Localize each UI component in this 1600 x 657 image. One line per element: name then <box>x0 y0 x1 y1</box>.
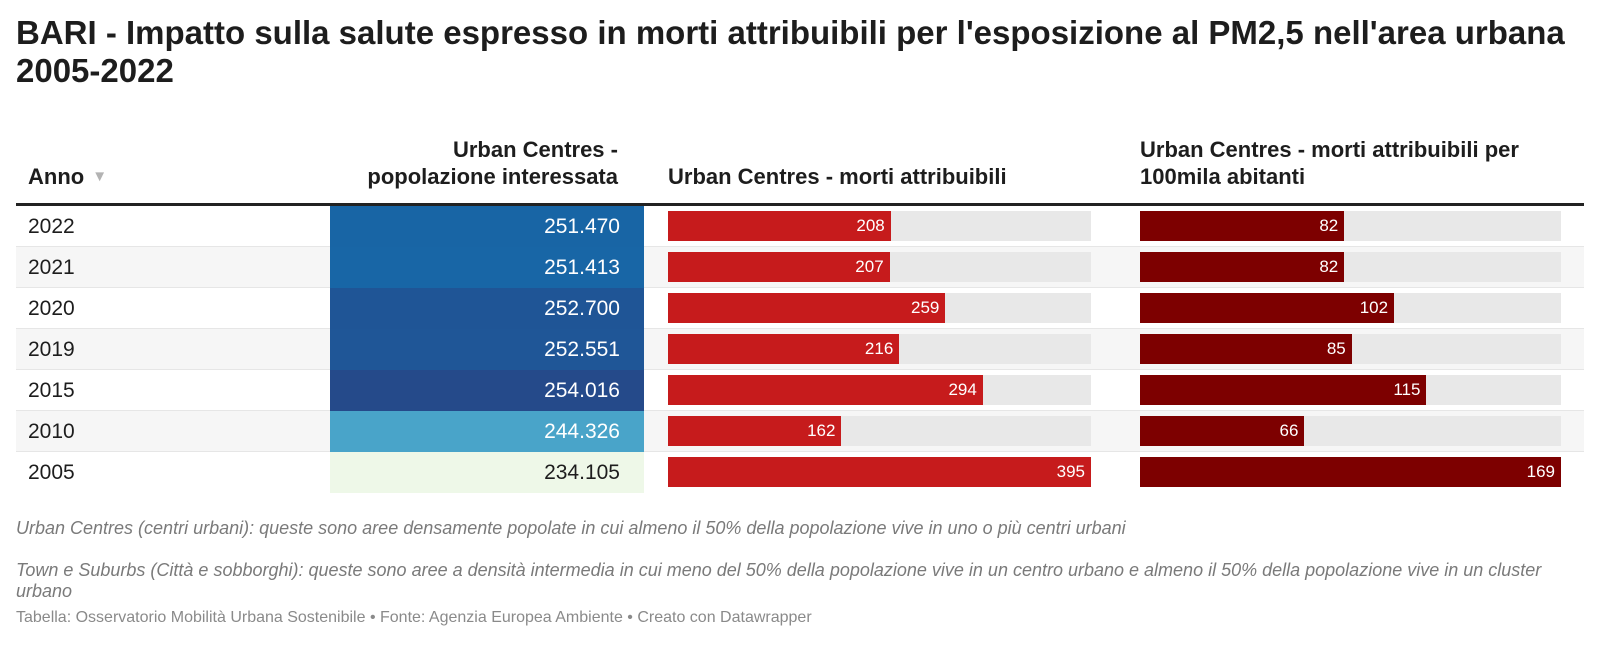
bar-label-morti: 162 <box>807 421 836 440</box>
column-header-morti[interactable]: Urban Centres - morti attribuibili <box>668 164 1007 189</box>
table-row: 2022 251.470 208 82 <box>16 206 1584 247</box>
bar-morti-100k: 82 <box>1140 252 1345 282</box>
note-urban-centres: Urban Centres (centri urbani): queste so… <box>16 518 1126 538</box>
header-divider <box>16 203 1584 206</box>
bar-label-morti: 259 <box>910 298 940 317</box>
column-header-anno[interactable]: Anno ▼ <box>28 163 107 190</box>
table-row: 2021 251.413 207 82 <box>16 247 1584 288</box>
note-town-suburbs: Town e Suburbs (Città e sobborghi): ques… <box>16 560 1542 601</box>
bar-track-morti: 208 <box>668 211 1091 241</box>
bar-morti: 207 <box>668 252 890 282</box>
bar-track-morti-100k: 169 <box>1140 457 1561 487</box>
bar-morti-100k: 102 <box>1140 293 1395 323</box>
table-row: 2020 252.700 259 102 <box>16 288 1584 329</box>
bar-morti: 216 <box>668 334 900 364</box>
cell-popolazione: 244.326 <box>330 411 644 452</box>
bar-track-morti: 207 <box>668 252 1091 282</box>
column-header-anno-label: Anno <box>28 164 85 189</box>
bar-morti: 294 <box>668 375 983 405</box>
bar-track-morti-100k: 85 <box>1140 334 1561 364</box>
bar-track-morti-100k: 102 <box>1140 293 1561 323</box>
bar-label-morti-100k: 82 <box>1319 216 1339 235</box>
cell-anno: 2005 <box>28 461 75 484</box>
bar-morti-100k: 169 <box>1140 457 1561 487</box>
cell-popolazione: 251.413 <box>330 247 644 288</box>
table-row: 2019 252.551 216 85 <box>16 329 1584 370</box>
bar-track-morti-100k: 66 <box>1140 416 1561 446</box>
bar-label-morti: 294 <box>948 380 977 399</box>
table-row: 2015 254.016 294 115 <box>16 370 1584 411</box>
bar-label-morti: 207 <box>855 257 884 276</box>
bar-label-morti: 216 <box>864 339 894 358</box>
bar-morti: 208 <box>668 211 891 241</box>
cell-anno: 2019 <box>28 338 75 361</box>
bar-label-morti-100k: 82 <box>1319 257 1339 276</box>
bar-track-morti: 294 <box>668 375 1091 405</box>
column-header-morti-100k[interactable]: Urban Centres - morti attribuibili per 1… <box>1140 137 1519 189</box>
bar-label-morti-100k: 66 <box>1279 421 1299 440</box>
bar-label-morti-100k: 102 <box>1359 298 1389 317</box>
bar-track-morti-100k: 82 <box>1140 211 1561 241</box>
bar-morti-100k: 115 <box>1140 375 1427 405</box>
bar-track-morti: 216 <box>668 334 1091 364</box>
cell-anno: 2022 <box>28 215 75 238</box>
cell-popolazione: 252.551 <box>330 329 644 370</box>
bar-track-morti: 259 <box>668 293 1091 323</box>
bar-label-morti-100k: 169 <box>1526 462 1555 481</box>
column-header-popolazione[interactable]: Urban Centres - popolazione interessata <box>367 137 618 189</box>
table-row: 2010 244.326 162 66 <box>16 411 1584 452</box>
sort-descending-icon[interactable]: ▼ <box>92 168 108 185</box>
bar-label-morti-100k: 115 <box>1393 380 1421 399</box>
table-row: 2005 234.105 395 169 <box>16 452 1584 493</box>
bar-morti: 259 <box>668 293 946 323</box>
cell-popolazione: 234.105 <box>330 452 644 493</box>
cell-anno: 2010 <box>28 420 75 443</box>
data-table: 2022 251.470 208 82 2021 251.413 207 82 2020 252.… <box>16 206 1584 493</box>
bar-morti-100k: 66 <box>1140 416 1305 446</box>
bar-label-morti: 208 <box>856 216 885 235</box>
cell-popolazione: 252.700 <box>330 288 644 329</box>
footer-credits: Tabella: Osservatorio Mobilità Urbana So… <box>16 609 812 626</box>
bar-morti: 395 <box>668 457 1091 487</box>
cell-anno: 2021 <box>28 256 75 279</box>
cell-anno: 2015 <box>28 379 75 402</box>
bar-track-morti: 162 <box>668 416 1091 446</box>
page-title: BARI - Impatto sulla salute espresso in … <box>16 14 1565 89</box>
bar-track-morti-100k: 115 <box>1140 375 1561 405</box>
cell-anno: 2020 <box>28 297 75 320</box>
cell-popolazione: 251.470 <box>330 206 644 247</box>
bar-label-morti-100k: 85 <box>1326 339 1346 358</box>
bar-track-morti: 395 <box>668 457 1091 487</box>
bar-track-morti-100k: 82 <box>1140 252 1561 282</box>
bar-morti-100k: 82 <box>1140 211 1345 241</box>
bar-morti: 162 <box>668 416 842 446</box>
bar-label-morti: 395 <box>1056 462 1085 481</box>
cell-popolazione: 254.016 <box>330 370 644 411</box>
bar-morti-100k: 85 <box>1140 334 1352 364</box>
